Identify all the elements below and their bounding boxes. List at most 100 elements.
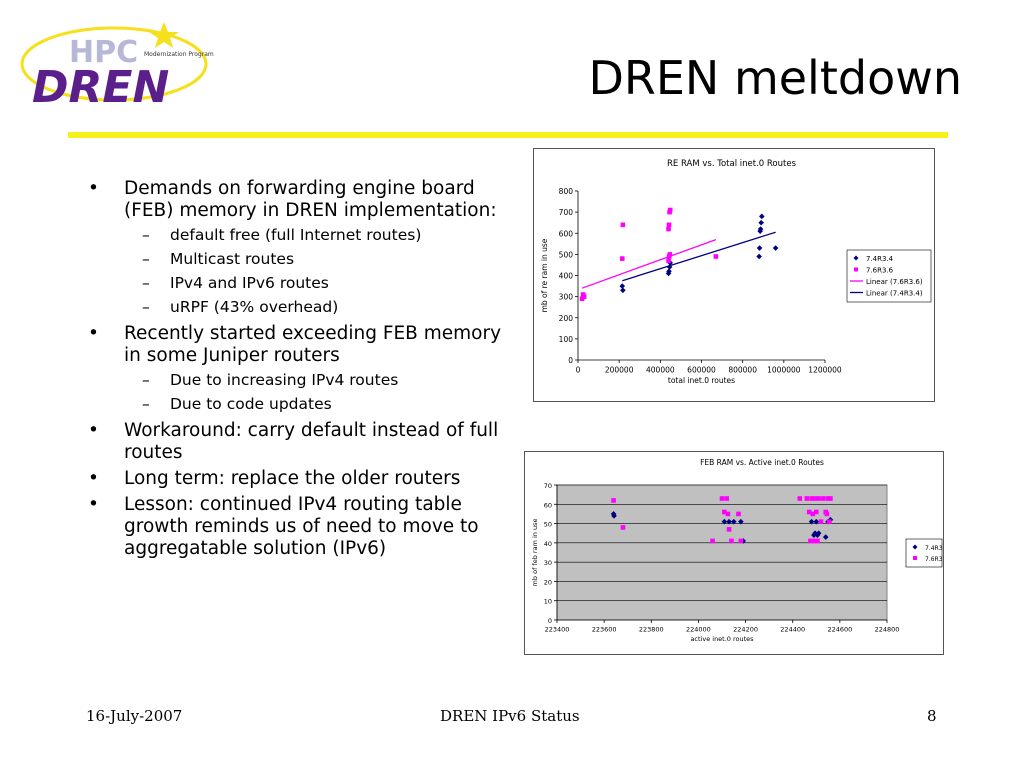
chart-legend <box>905 538 943 568</box>
data-point <box>826 519 832 524</box>
data-point <box>738 518 744 525</box>
data-point <box>808 538 813 544</box>
title-rule <box>68 132 948 138</box>
logo-main-text: DREN <box>32 62 169 112</box>
bullet-text: Lesson: continued IPv4 routing table gro… <box>124 494 479 559</box>
bullet-text: Recently started exceeding FEB memory in… <box>124 323 502 366</box>
data-point <box>726 518 732 525</box>
bullet-item: • Long term: replace the older routers <box>82 468 502 490</box>
data-point <box>816 496 821 501</box>
logo-back-text: HPC <box>69 35 138 70</box>
sub-bullet-text: Multicast routes <box>170 250 295 268</box>
logo-small-text: Modernization Program <box>144 51 214 58</box>
chart-title: RE RAM vs. Total inet.0 Routes <box>667 159 797 169</box>
bullet-marker: • <box>88 178 99 199</box>
x-tick-label: 800000 <box>728 366 757 375</box>
data-point <box>666 226 671 232</box>
data-point <box>813 509 819 515</box>
re-ram-chart: RE RAM vs. Total inet.0 Routes 0 100 200 300… <box>533 148 935 402</box>
data-point <box>666 258 671 264</box>
y-axis-label: mb of feb ram in use <box>531 519 539 587</box>
y-tick-label: 40 <box>544 540 552 548</box>
data-point <box>757 226 764 232</box>
y-tick-label: 50 <box>544 521 552 529</box>
x-tick-label: 223400 <box>545 626 570 634</box>
y-tick-label: 400 <box>559 272 574 281</box>
data-point <box>806 509 812 515</box>
bullet-item: • Recently started exceeding FEB memory i… <box>82 323 502 414</box>
sub-bullet-text: Due to increasing IPv4 routes <box>170 371 399 389</box>
sub-bullet-marker: – <box>142 250 150 268</box>
data-point <box>813 518 820 525</box>
legend-marker-swatch <box>913 556 917 560</box>
data-point <box>824 511 830 517</box>
data-point <box>666 222 672 228</box>
footer-date: 16-July-2007 <box>86 707 183 725</box>
data-point <box>722 509 727 515</box>
bullet-text: Demands on forwarding engine board (FEB)… <box>124 178 497 221</box>
data-point <box>815 538 820 544</box>
data-point <box>821 496 826 501</box>
x-tick-label: 223800 <box>639 626 664 634</box>
re-ram-chart-svg: RE RAM vs. Total inet.0 Routes 0 100 200 300… <box>540 159 932 385</box>
data-point <box>667 252 673 257</box>
legend-label: Linear (7.4R3.4) <box>866 290 923 298</box>
data-point <box>814 532 821 538</box>
legend-marker-swatch <box>912 544 918 550</box>
data-point <box>812 496 818 501</box>
x-tick-label: 1200000 <box>808 366 842 375</box>
sub-bullet-item: – Due to code updates <box>124 395 502 414</box>
sub-bullet-item: – default free (full Internet routes) <box>124 226 502 245</box>
x-tick-label: 400000 <box>646 366 675 375</box>
sub-bullet-text: Due to code updates <box>170 395 332 413</box>
bullet-marker: • <box>88 494 99 515</box>
y-tick-label: 600 <box>559 229 574 238</box>
y-tick-label: 0 <box>548 617 552 625</box>
data-point <box>809 496 814 501</box>
feb-ram-chart: FEB RAM vs. Active inet.0 Routes 0 10 20 30 4… <box>524 451 944 655</box>
bullet-marker: • <box>88 420 99 441</box>
x-tick-label: 200000 <box>605 366 634 375</box>
y-tick-label: 60 <box>544 501 552 509</box>
y-tick-label: 700 <box>559 208 574 217</box>
feb-ram-chart-svg: FEB RAM vs. Active inet.0 Routes 0 10 20 30 4… <box>531 458 943 643</box>
data-point <box>725 511 731 517</box>
chart-legend <box>846 249 932 303</box>
bullet-item: • Workaround: carry default instead of fu… <box>82 420 502 464</box>
x-tick-label: 224800 <box>875 626 900 634</box>
data-point <box>759 213 765 220</box>
data-point <box>736 511 741 517</box>
y-tick-label: 70 <box>544 482 552 490</box>
bullet-item: • Lesson: continued IPv4 routing table gr… <box>82 494 502 560</box>
data-point <box>811 538 817 544</box>
y-tick-label: 800 <box>559 187 574 196</box>
data-point <box>724 496 730 501</box>
data-point <box>729 538 734 544</box>
bullet-text: Long term: replace the older routers <box>124 468 461 489</box>
legend-label: 7.4R3.4 <box>925 545 943 552</box>
bullet-item: • Demands on forwarding engine board (FEB… <box>82 178 502 317</box>
data-point <box>619 283 626 289</box>
slide-title: DREN meltdown <box>588 51 962 105</box>
x-tick-label: 600000 <box>687 366 716 375</box>
data-point <box>738 538 744 544</box>
data-point <box>730 518 737 525</box>
y-tick-label: 0 <box>568 356 573 365</box>
data-point <box>713 254 719 259</box>
legend-marker-swatch <box>853 255 859 261</box>
data-point <box>667 207 673 213</box>
data-point <box>756 245 763 251</box>
x-tick-label: 223600 <box>592 626 617 634</box>
dren-logo-graphic: HPC Modernization Program DREN <box>20 22 214 113</box>
legend-label: 7.6R3.6 <box>925 556 943 563</box>
trend-line <box>581 238 717 289</box>
x-tick-label: 224600 <box>827 626 852 634</box>
trend-line <box>622 231 776 282</box>
data-point <box>756 253 762 260</box>
data-point <box>581 294 587 299</box>
data-point <box>620 287 626 294</box>
x-tick-label: 224200 <box>733 626 758 634</box>
data-point <box>710 538 715 544</box>
y-tick-label: 100 <box>559 335 574 344</box>
data-point <box>810 511 816 517</box>
